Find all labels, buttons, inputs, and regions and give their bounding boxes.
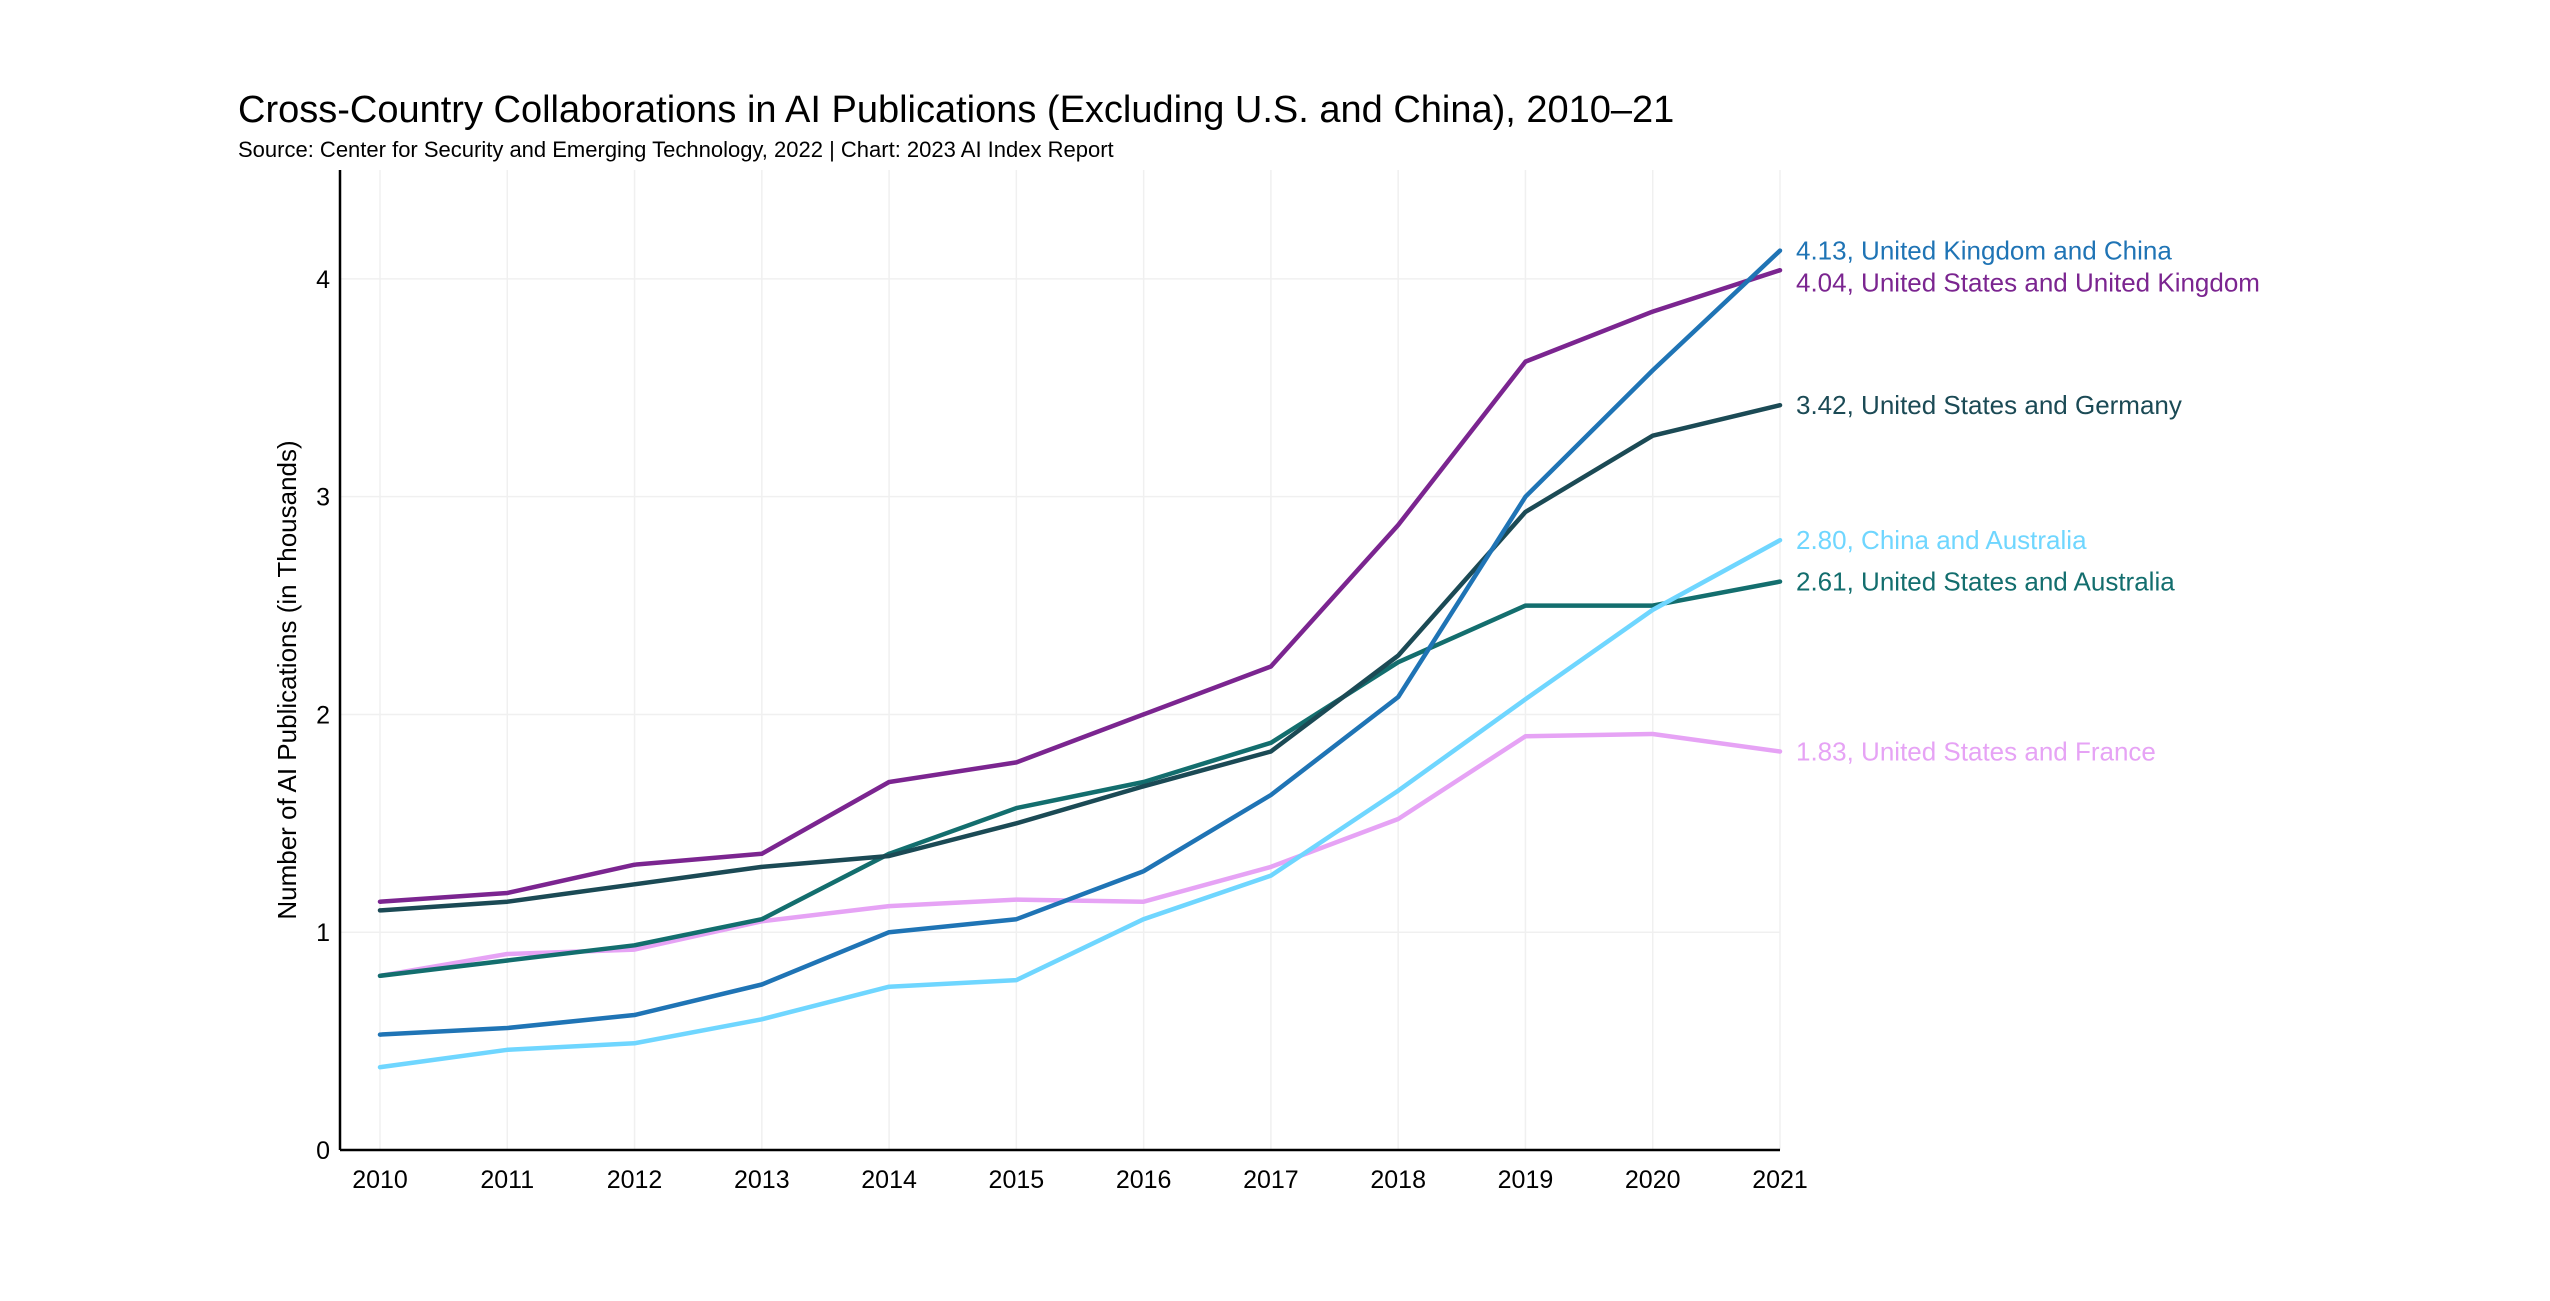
chart-title: Cross-Country Collaborations in AI Publi… bbox=[238, 89, 1674, 131]
series-end-label: 4.04, United States and United Kingdom bbox=[1796, 268, 2260, 298]
series-end-label: 2.80, China and Australia bbox=[1796, 525, 2087, 555]
x-tick-label: 2019 bbox=[1498, 1166, 1554, 1194]
x-tick-label: 2012 bbox=[607, 1166, 663, 1194]
series-line bbox=[377, 537, 1783, 1070]
gridlines bbox=[340, 170, 1781, 1150]
series-lines bbox=[377, 248, 1783, 1070]
x-tick-label: 2010 bbox=[352, 1166, 408, 1194]
series-line bbox=[377, 267, 1783, 904]
x-tick-label: 2013 bbox=[734, 1166, 790, 1194]
series-end-label: 4.13, United Kingdom and China bbox=[1796, 236, 2172, 266]
series-line bbox=[377, 731, 1783, 979]
y-tick-label: 2 bbox=[316, 701, 330, 729]
series-line bbox=[377, 402, 1783, 913]
series-line bbox=[377, 248, 1783, 1037]
x-tick-label: 2015 bbox=[989, 1166, 1045, 1194]
y-tick-label: 4 bbox=[316, 266, 330, 294]
x-tick-label: 2021 bbox=[1752, 1166, 1808, 1194]
x-tick-label: 2018 bbox=[1370, 1166, 1426, 1194]
y-tick-label: 3 bbox=[316, 484, 330, 512]
x-tick-label: 2016 bbox=[1116, 1166, 1172, 1194]
tick-labels: 0 1 2 3 4 2010 2011 2012 2013 2014 2015 2016 2017 201… bbox=[316, 266, 1808, 1194]
x-tick-label: 2014 bbox=[861, 1166, 917, 1194]
y-axis-label: Number of AI Publications (in Thousands) bbox=[272, 440, 302, 919]
y-tick-label: 1 bbox=[316, 919, 330, 947]
axes bbox=[338, 170, 1780, 1152]
series-end-label: 2.61, United States and Australia bbox=[1796, 567, 2175, 597]
x-tick-label: 2017 bbox=[1243, 1166, 1299, 1194]
series-line bbox=[377, 579, 1783, 979]
y-tick-label: 0 bbox=[316, 1137, 330, 1165]
x-tick-label: 2020 bbox=[1625, 1166, 1681, 1194]
series-end-label: 1.83, United States and France bbox=[1796, 736, 2156, 766]
series-end-label: 3.42, United States and Germany bbox=[1796, 390, 2182, 420]
chart-subtitle: Source: Center for Security and Emerging… bbox=[238, 137, 1114, 162]
x-tick-label: 2011 bbox=[480, 1166, 534, 1194]
